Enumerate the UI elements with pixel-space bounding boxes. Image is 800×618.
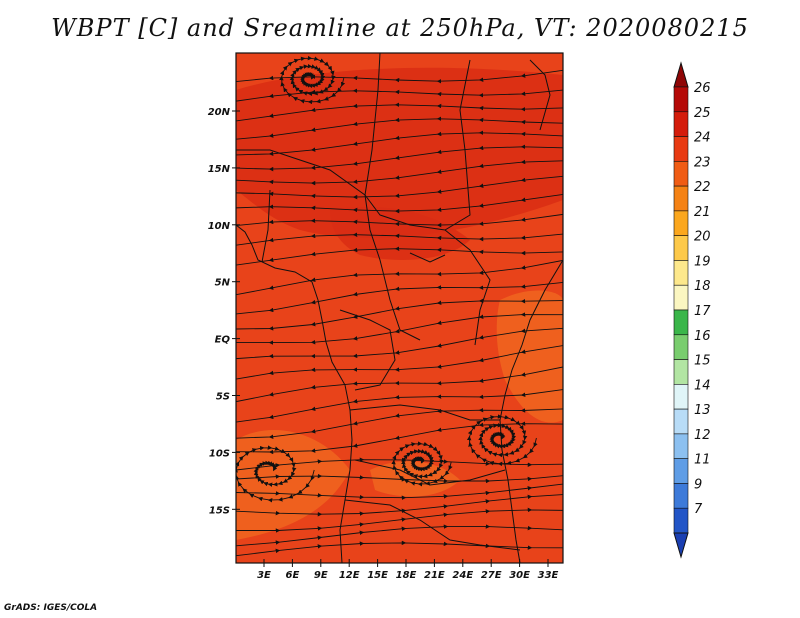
colorbar-swatch <box>673 309 689 336</box>
lon-tick-label: 21E <box>424 570 445 581</box>
streamline <box>236 102 563 122</box>
colorbar-swatch <box>673 384 689 410</box>
border-6 <box>339 309 396 391</box>
colorbar-label: 9 <box>694 477 702 492</box>
streamline <box>236 213 563 228</box>
border-7 <box>349 404 500 421</box>
streamline <box>236 246 563 266</box>
colorbar-swatch <box>673 235 689 261</box>
colorbar-label: 16 <box>694 329 711 344</box>
coastline-east <box>499 259 563 563</box>
colorbar-swatch <box>673 284 689 311</box>
lon-tick-label: 33E <box>538 570 559 581</box>
border-11 <box>529 59 551 131</box>
colorbar-swatch <box>673 334 689 360</box>
lon-tick-label: 24E <box>452 570 473 581</box>
colorbar-label: 25 <box>694 106 711 121</box>
border-4 <box>364 194 421 341</box>
colorbar-label: 7 <box>694 502 703 517</box>
coastline-west <box>236 224 353 563</box>
colorbar-bottom-arrow <box>673 532 689 559</box>
colorbar-swatch <box>673 111 689 137</box>
streamline <box>236 345 563 380</box>
lon-tick-label: 9E <box>314 570 328 581</box>
lon-tick-label: 18E <box>396 570 417 581</box>
lon-tick-label: 30E <box>509 570 530 581</box>
colorbar-swatch <box>673 161 689 187</box>
streamline <box>391 441 453 487</box>
border-8 <box>354 459 506 486</box>
border-2 <box>236 149 366 196</box>
colorbar-swatch <box>673 260 689 286</box>
map-frame <box>235 52 564 564</box>
colorbar-swatch <box>673 483 689 509</box>
colorbar-label: 24 <box>694 131 711 146</box>
border-5 <box>444 229 491 346</box>
lat-tick-label: 5S <box>216 392 230 403</box>
longitude-axis: 3E 6E 9E 12E 15E 18E 21E 24E 27E 30E 33E <box>257 559 559 581</box>
latitude-axis: 20N 15N 10N 5N EQ 5S 10S 15S <box>208 107 240 516</box>
colorbar-label: 17 <box>694 304 711 319</box>
colorbar: 26 25 24 23 22 21 20 19 18 17 16 15 14 13 12 11 9 7 <box>673 61 711 559</box>
colorbar-swatch <box>673 86 689 113</box>
colorbar-label: 23 <box>694 155 711 170</box>
colorbar-label: 11 <box>694 453 711 468</box>
streamline <box>236 175 563 200</box>
chart-title: WBPT [C] and Sreamline at 250hPa, VT: 20… <box>51 14 749 42</box>
streamline <box>236 540 563 557</box>
streamline <box>236 445 315 503</box>
lon-tick-label: 15E <box>367 570 388 581</box>
lat-tick-label: 15N <box>208 164 231 175</box>
colorbar-label: 21 <box>694 205 711 220</box>
colorbar-label: 19 <box>694 254 711 269</box>
colorbar-swatch <box>673 408 689 435</box>
colorbar-swatch <box>673 185 689 212</box>
lat-tick-label: 15S <box>209 505 230 516</box>
colorbar-label: 15 <box>694 354 711 369</box>
grads-credit: GrADS: IGES/COLA <box>4 603 98 613</box>
streamlines <box>236 55 563 557</box>
border-9 <box>344 499 521 551</box>
border-10 <box>409 252 446 263</box>
colorbar-top-arrow <box>673 61 689 88</box>
colorbar-swatch <box>673 210 689 236</box>
lon-tick-label: 3E <box>257 570 271 581</box>
lon-tick-label: 12E <box>339 570 360 581</box>
lon-tick-label: 6E <box>286 570 300 581</box>
boundaries <box>236 53 563 563</box>
colorbar-label: 13 <box>694 403 711 418</box>
colorbar-label: 18 <box>694 279 711 294</box>
colorbar-swatch <box>673 507 689 534</box>
colorbar-label: 20 <box>694 230 711 245</box>
border-3 <box>261 189 271 263</box>
colorbar-label: 26 <box>694 81 711 96</box>
colorbar-swatch <box>673 458 689 484</box>
colorbar-label: 22 <box>694 180 711 195</box>
streamline <box>236 366 563 403</box>
colorbar-swatch <box>673 433 689 459</box>
lon-tick-label: 27E <box>481 570 502 581</box>
streamline <box>236 232 563 246</box>
colorbar-label: 14 <box>694 378 711 393</box>
lat-tick-label: 10S <box>209 448 230 459</box>
lat-tick-label: EQ <box>215 335 231 346</box>
colorbar-swatch <box>673 136 689 162</box>
colorbar-label: 12 <box>694 428 711 443</box>
border-1 <box>364 53 471 231</box>
streamline <box>279 55 346 105</box>
colorbar-swatch <box>673 359 689 385</box>
lat-tick-label: 5N <box>215 278 231 289</box>
streamline <box>466 414 538 467</box>
lat-tick-label: 10N <box>208 221 231 232</box>
streamline <box>236 194 563 214</box>
lat-tick-label: 20N <box>208 107 231 118</box>
